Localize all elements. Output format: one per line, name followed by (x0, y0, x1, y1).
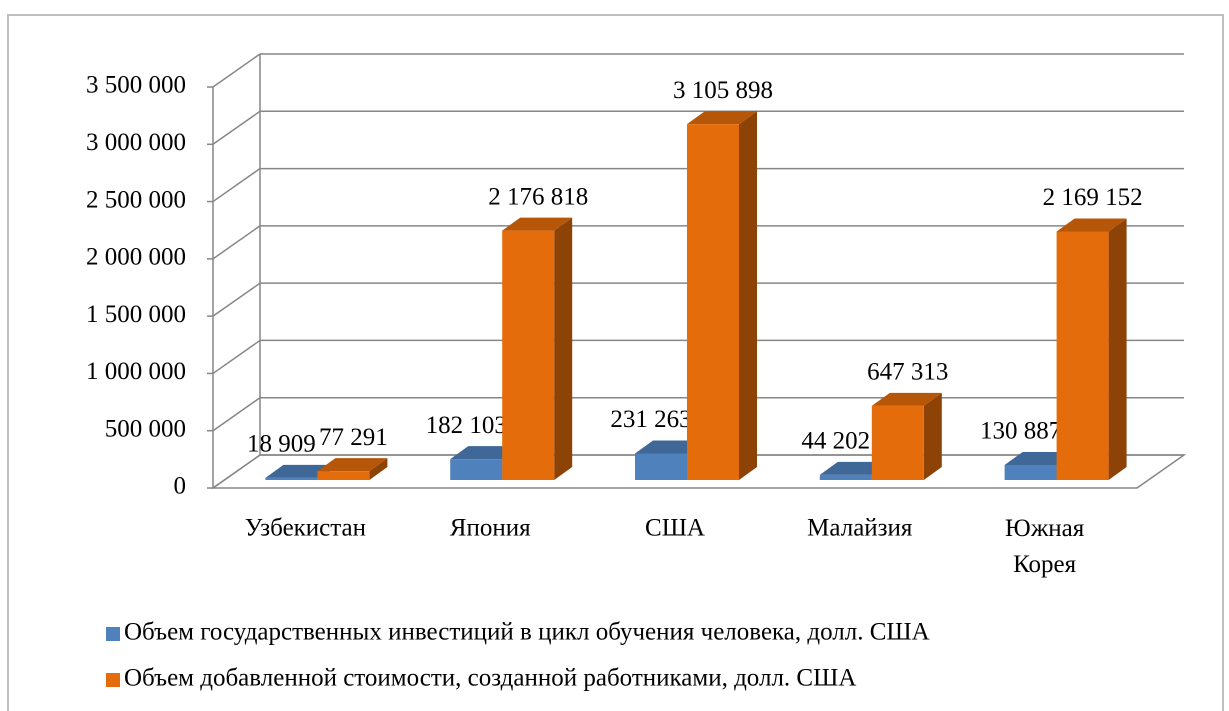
value-label: 231 263 (610, 406, 691, 433)
bar (1004, 465, 1057, 480)
legend-swatch (106, 673, 120, 687)
grid-line (212, 397, 261, 432)
bar-side (554, 217, 573, 480)
y-tick-label: 1 000 000 (86, 358, 186, 385)
legend-label: Объем добавленной стоимости, созданной р… (124, 665, 856, 692)
value-label: 2 176 818 (488, 183, 588, 210)
bar (450, 459, 503, 480)
chart-border (7, 14, 1224, 711)
bar-top (871, 392, 942, 406)
value-label: 18 909 (247, 431, 316, 458)
bar-top (687, 111, 757, 125)
bar (317, 471, 370, 480)
value-label: 182 103 (426, 412, 507, 439)
bar (502, 230, 555, 480)
bar-top (1056, 218, 1127, 232)
legend-label: Объем государственных инвестиций в цикл … (124, 619, 930, 646)
x-tick-label: Узбекистан (245, 515, 366, 542)
y-tick-label: 500 000 (105, 415, 186, 442)
y-tick-label: 2 000 000 (86, 244, 186, 271)
grid-line (212, 225, 261, 260)
y-tick-label: 2 500 000 (86, 186, 186, 213)
x-tick-label-line: Корея (1013, 551, 1077, 578)
bar (265, 477, 318, 480)
bar-side (739, 111, 757, 480)
y-tick-label: 0 (174, 473, 187, 500)
x-tick-label: США (645, 515, 705, 542)
y-tick-label: 1 500 000 (86, 301, 186, 328)
bar-top (502, 217, 573, 231)
bar-side (1108, 218, 1127, 480)
grid-line (212, 339, 261, 375)
x-tick-label: Малайзия (807, 515, 913, 542)
grid-line (212, 454, 261, 489)
value-label: 3 105 898 (673, 77, 773, 104)
y-tick-label: 3 500 000 (86, 72, 186, 99)
x-tick-label: Япония (450, 515, 531, 542)
value-label: 2 169 152 (1043, 184, 1143, 211)
bar (687, 124, 739, 480)
bar-side (369, 458, 388, 480)
grid-line (212, 110, 261, 145)
y-tick-label: 3 000 000 (86, 129, 186, 156)
grid-line (212, 282, 261, 317)
value-label: 130 887 (980, 418, 1061, 445)
grid-line (212, 53, 261, 88)
bar (1056, 231, 1109, 480)
value-label: 647 313 (867, 359, 948, 386)
bar-side (923, 392, 942, 480)
grid-line (212, 167, 261, 203)
bar (635, 453, 687, 480)
bar-top (317, 458, 388, 472)
x-tick-label: Южная Корея (1005, 515, 1085, 578)
bar (871, 405, 924, 480)
bar (819, 474, 872, 480)
legend-swatch (106, 627, 120, 641)
x-tick-label-line: Южная (1005, 515, 1085, 542)
value-label: 44 202 (801, 428, 870, 455)
value-label: 77 291 (319, 424, 388, 451)
